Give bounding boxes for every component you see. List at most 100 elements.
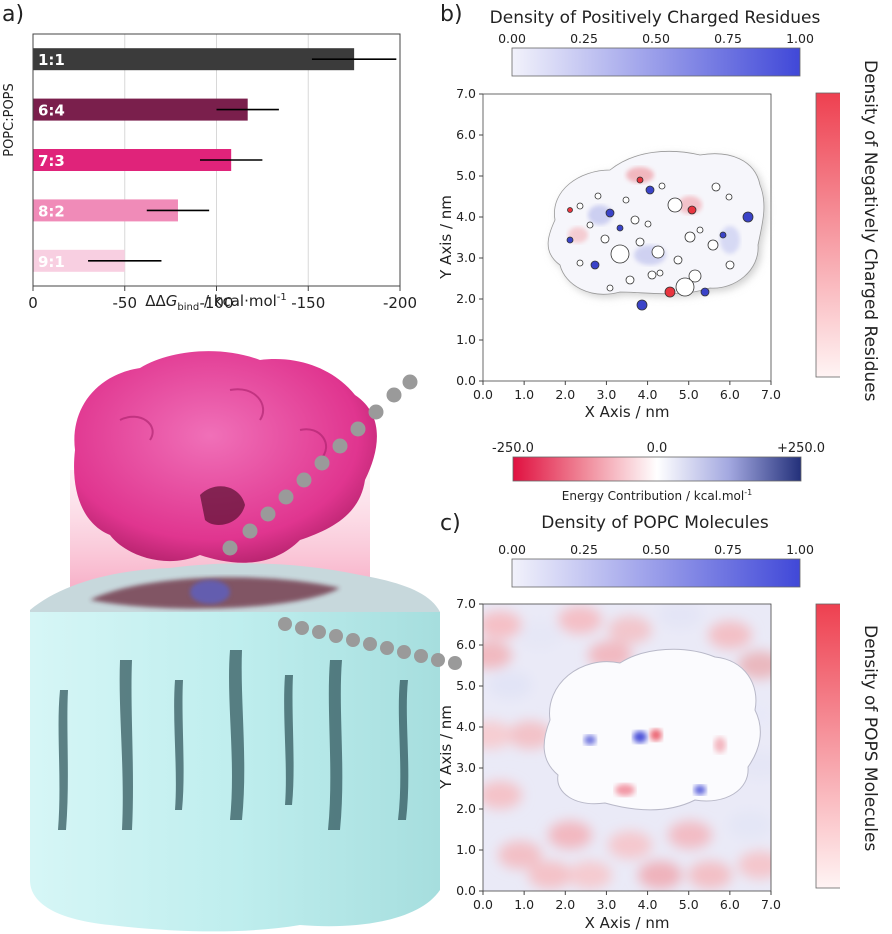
bound-protein [74, 351, 377, 563]
y-tick-label: 4.0 [456, 209, 476, 224]
bar-x-tick-label: -200 [383, 294, 417, 310]
bar-x-ticks: 0 -50 -100 -150 -200 [28, 286, 417, 310]
callout-dot [260, 506, 276, 522]
residue-marker [656, 269, 664, 277]
residue-marker [647, 270, 657, 280]
residue-marker [667, 197, 683, 213]
residue-marker [610, 244, 630, 264]
colorbar-top-tick-label: 1.00 [786, 31, 814, 46]
heatmap-c-right-label: Density of POPS Molecules [860, 625, 880, 852]
colorbar-top-tick-label: 0.00 [498, 31, 526, 46]
y-tick-label: 0.0 [456, 883, 476, 898]
residue-marker [688, 269, 702, 283]
bar-6-4 [33, 98, 248, 121]
callout-dot [312, 625, 326, 639]
y-tick-label: 1.0 [456, 332, 476, 347]
x-tick-label: 6.0 [720, 897, 740, 912]
x-tick-label: 3.0 [596, 897, 616, 912]
energy-colorbar-label: Energy Contribution / kcal.mol-1 [562, 488, 752, 502]
lipid-density-patch [558, 606, 602, 634]
residue-marker [567, 207, 573, 213]
residue-marker [590, 260, 600, 270]
lipid-density-patch [483, 641, 512, 669]
colorbar-top-c-ticks: 0.00 0.25 0.50 0.75 1.00 [498, 542, 814, 557]
residue-marker [675, 277, 695, 297]
callout-dot [222, 540, 238, 556]
bar-series: 1:1 6:4 7:3 8:2 9:1 [33, 48, 397, 272]
residue-marker [664, 286, 676, 298]
bar-xlabel: ΔΔGbind / kcal·mol-1 [145, 292, 287, 310]
residue-marker [606, 284, 614, 292]
protein-membrane-illustration [30, 351, 462, 932]
callout-dot [278, 489, 294, 505]
y-tick-label: 5.0 [456, 678, 476, 693]
callout-dot [386, 387, 402, 403]
residue-marker [576, 202, 584, 210]
residue-marker [622, 196, 630, 204]
colorbar-right-b [815, 92, 840, 378]
residue-marker [586, 221, 594, 229]
x-tick-label: 1.0 [514, 387, 534, 402]
residue-marker [594, 192, 602, 200]
x-tick-label: 2.0 [555, 387, 575, 402]
bar-chart: 1:1 6:4 7:3 8:2 9:1 0 -50 -100 -150 -200 POPC:PO… [2, 33, 417, 310]
colorbar-top-c [511, 558, 801, 588]
bar-label: 1:1 [38, 51, 65, 69]
lipid-density-patch [498, 841, 542, 869]
callout-dot [397, 645, 411, 659]
membrane-grooves [58, 650, 409, 830]
residue-marker [707, 239, 719, 251]
y-tick-label: 1.0 [456, 842, 476, 857]
colorbar-top-b [511, 47, 801, 77]
y-tick-label: 4.0 [456, 719, 476, 734]
residue-marker [645, 185, 655, 195]
energy-colorbar [512, 456, 802, 482]
lipid-density-patch [738, 851, 771, 879]
residue-marker [644, 220, 652, 228]
heatmap-c-axes: 0.00.0 1.0 1.0 2.0 2.0 3.0 3.0 4.0 4.0 5.0 5.0 6.0 6… [456, 596, 781, 912]
y-tick-label: 5.0 [456, 168, 476, 183]
residue-marker [636, 299, 648, 311]
x-tick-label: 7.0 [761, 387, 781, 402]
heatmap-c-plot-frame [482, 603, 772, 892]
residue-marker [696, 226, 704, 234]
callout-dot [350, 421, 366, 437]
callout-dot [368, 404, 384, 420]
colorbar-top-tick-label: 0.00 [498, 542, 526, 557]
callout-dot [332, 438, 348, 454]
y-tick-label: 3.0 [456, 760, 476, 775]
lipid-density-patch [608, 616, 652, 644]
panel-label-b: b) [440, 2, 463, 27]
protein-footprint-c [543, 648, 761, 811]
heatmap-b-xlabel: X Axis / nm [585, 403, 670, 421]
lipid-density-patch [688, 861, 732, 889]
y-tick-label: 0.0 [456, 373, 476, 388]
bar-8-2 [33, 199, 178, 222]
callout-dot [363, 637, 377, 651]
x-tick-label: 4.0 [638, 387, 658, 402]
lipid-density-patch [668, 821, 712, 849]
lipid-density-patch [708, 621, 752, 649]
x-tick-label: 2.0 [555, 897, 575, 912]
callout-dot [296, 472, 312, 488]
residue-marker [625, 275, 635, 285]
bar-label: 8:2 [38, 202, 65, 220]
heatmap-c-ylabel: Y Axis / nm [437, 705, 455, 790]
y-tick-label: 7.0 [456, 86, 476, 101]
lipid-density-patch [608, 831, 652, 859]
colorbar-top-b-ticks: 0.00 0.25 0.50 0.75 1.00 [498, 31, 814, 46]
heatmap-b-axes: 0.00.0 1.0 1.0 2.0 2.0 3.0 3.0 4.0 4.0 5.0 5.0 6.0 6… [456, 86, 781, 402]
lipid-density-patch [483, 781, 522, 809]
y-tick-label: 7.0 [456, 596, 476, 611]
callout-dots [222, 374, 462, 670]
y-tick-label: 6.0 [456, 127, 476, 142]
bar-x-tick-label: 0 [28, 294, 38, 310]
callout-dot [346, 633, 360, 647]
colorbar-top-tick-label: 0.75 [714, 31, 742, 46]
callout-dot [314, 455, 330, 471]
bar-9-1 [33, 249, 125, 272]
residue-marker [566, 236, 574, 244]
callout-dot [329, 629, 343, 643]
residue-marker [658, 182, 666, 190]
x-tick-label: 3.0 [596, 387, 616, 402]
